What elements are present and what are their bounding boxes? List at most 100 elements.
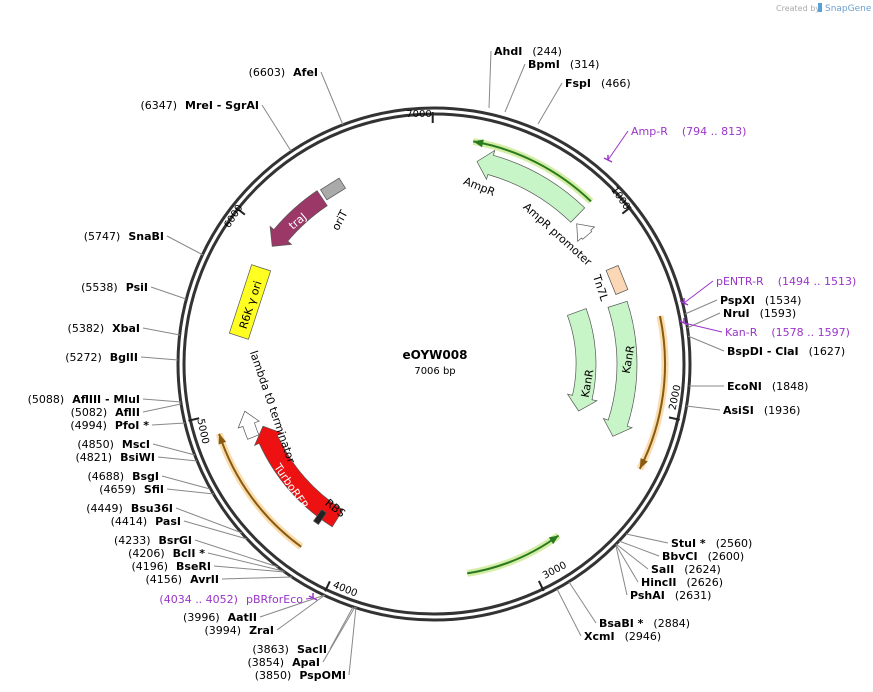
enzyme-position: (2600) <box>708 550 745 563</box>
kanr-label-1: KanR <box>579 368 597 399</box>
ampr-promoter-arrow <box>576 223 596 243</box>
site-line <box>686 312 721 329</box>
plasmid-length: 7006 bp <box>414 366 455 377</box>
site-line <box>183 520 248 540</box>
amp-line <box>473 140 592 203</box>
tick-mark <box>537 580 545 592</box>
primer-name: Amp-R <box>631 125 668 138</box>
tick-mark <box>621 206 632 215</box>
enzyme-label: (6603) AfeI <box>249 66 318 79</box>
enzyme-position: (2946) <box>625 630 662 643</box>
enzyme-position: (5088) <box>28 393 65 406</box>
kan-region-line <box>638 315 667 470</box>
enzyme-name: ZraI <box>249 624 274 637</box>
enzyme-position: (314) <box>570 58 600 71</box>
backbone-inner <box>182 112 686 616</box>
site-line <box>615 544 639 583</box>
enzyme-name: Bsu36I <box>131 502 173 515</box>
enzyme-position: (3863) <box>252 643 289 656</box>
enzyme-name: XcmI <box>584 630 615 643</box>
enzyme-name: BsrGI <box>159 534 192 547</box>
tick-label: 2000 <box>668 384 684 411</box>
site-line <box>221 576 293 580</box>
enzyme-position: (244) <box>532 45 562 58</box>
enzyme-name: XbaI <box>112 322 140 335</box>
site-line <box>537 82 563 125</box>
amp-line-head <box>473 139 484 148</box>
enzyme-name: FspI <box>565 77 591 90</box>
site-line <box>329 606 354 650</box>
enzyme-position: (4850) <box>77 438 114 451</box>
enzyme-name: BglII <box>110 351 138 364</box>
site-line <box>161 475 211 490</box>
tick-mark <box>324 580 331 592</box>
enzyme-position: (6347) <box>140 99 177 112</box>
site-line <box>615 545 628 596</box>
site-line <box>151 422 186 426</box>
enzyme-label: (4821) BsiWI <box>75 451 155 464</box>
site-line <box>684 299 718 315</box>
enzyme-position: (6603) <box>249 66 286 79</box>
enzyme-label: NruI (1593) <box>723 307 796 320</box>
site-line <box>568 581 597 624</box>
site-line <box>175 507 243 534</box>
enzyme-position: (1848) <box>772 380 809 393</box>
enzyme-name: BbvCI <box>662 550 698 563</box>
traj-arrow <box>269 190 328 247</box>
enzyme-name: PshAI <box>630 589 665 602</box>
orit-label: oriT <box>329 208 350 233</box>
enzyme-position: (4659) <box>99 483 136 496</box>
primer-line <box>683 322 723 333</box>
enzyme-position: (5538) <box>81 281 118 294</box>
primer-name: Kan-R <box>725 326 758 339</box>
enzyme-name: AvrII <box>190 573 219 586</box>
enzyme-label: XcmI (2946) <box>584 630 661 643</box>
enzyme-label: (4206) BclI * <box>128 547 205 560</box>
primer-name: pENTR-R <box>716 275 764 288</box>
enzyme-label: (3996) AatII <box>183 611 257 624</box>
site-line <box>625 533 669 544</box>
enzyme-label: (4233) BsrGI <box>114 534 192 547</box>
primer-label: pENTR-R (1494 .. 1513) <box>716 275 856 288</box>
enzyme-label: BbvCI (2600) <box>662 550 744 563</box>
enzyme-position: (2884) <box>653 617 690 630</box>
enzyme-label: (4449) Bsu36I <box>86 502 173 515</box>
enzyme-label: (4196) BseRI <box>131 560 211 573</box>
enzyme-position: (1936) <box>764 404 801 417</box>
orit-box <box>320 177 346 201</box>
enzyme-name: PspXI <box>720 294 755 307</box>
site-line <box>615 543 649 570</box>
enzyme-name: PspOMI <box>299 669 346 682</box>
enzyme-position: (2626) <box>687 576 724 589</box>
enzyme-name: SfiI <box>144 483 164 496</box>
site-line <box>166 235 204 256</box>
credit: Created by SnapGene <box>776 3 872 14</box>
bottom-line-head <box>548 535 559 545</box>
enzyme-position: (1593) <box>760 307 797 320</box>
enzyme-label: (3863) SacII <box>252 643 327 656</box>
r6k-box <box>228 264 272 340</box>
site-line <box>276 594 326 631</box>
enzyme-name: ApaI <box>292 656 320 669</box>
bottom-line <box>467 534 560 575</box>
enzyme-name: BsgI <box>132 470 159 483</box>
enzyme-position: (1534) <box>765 294 802 307</box>
enzyme-position: (4821) <box>75 451 112 464</box>
enzyme-name: StuI * <box>671 537 706 550</box>
enzyme-position: (2624) <box>684 563 721 576</box>
tick-mark <box>235 207 246 216</box>
enzyme-label: (5382) XbaI <box>68 322 140 335</box>
site-line <box>320 71 344 126</box>
primer-label: Kan-R (1578 .. 1597) <box>725 326 850 339</box>
enzyme-name: EcoNI <box>727 380 762 393</box>
enzyme-position: (466) <box>601 77 631 90</box>
enzyme-position: (4233) <box>114 534 151 547</box>
site-line <box>142 327 181 336</box>
enzyme-name: SnaBI <box>128 230 164 243</box>
site-line <box>685 405 721 411</box>
enzyme-label: (4414) PasI <box>111 515 181 528</box>
primer-range: (794 .. 813) <box>682 125 747 138</box>
kan-region-line-head <box>639 458 648 469</box>
